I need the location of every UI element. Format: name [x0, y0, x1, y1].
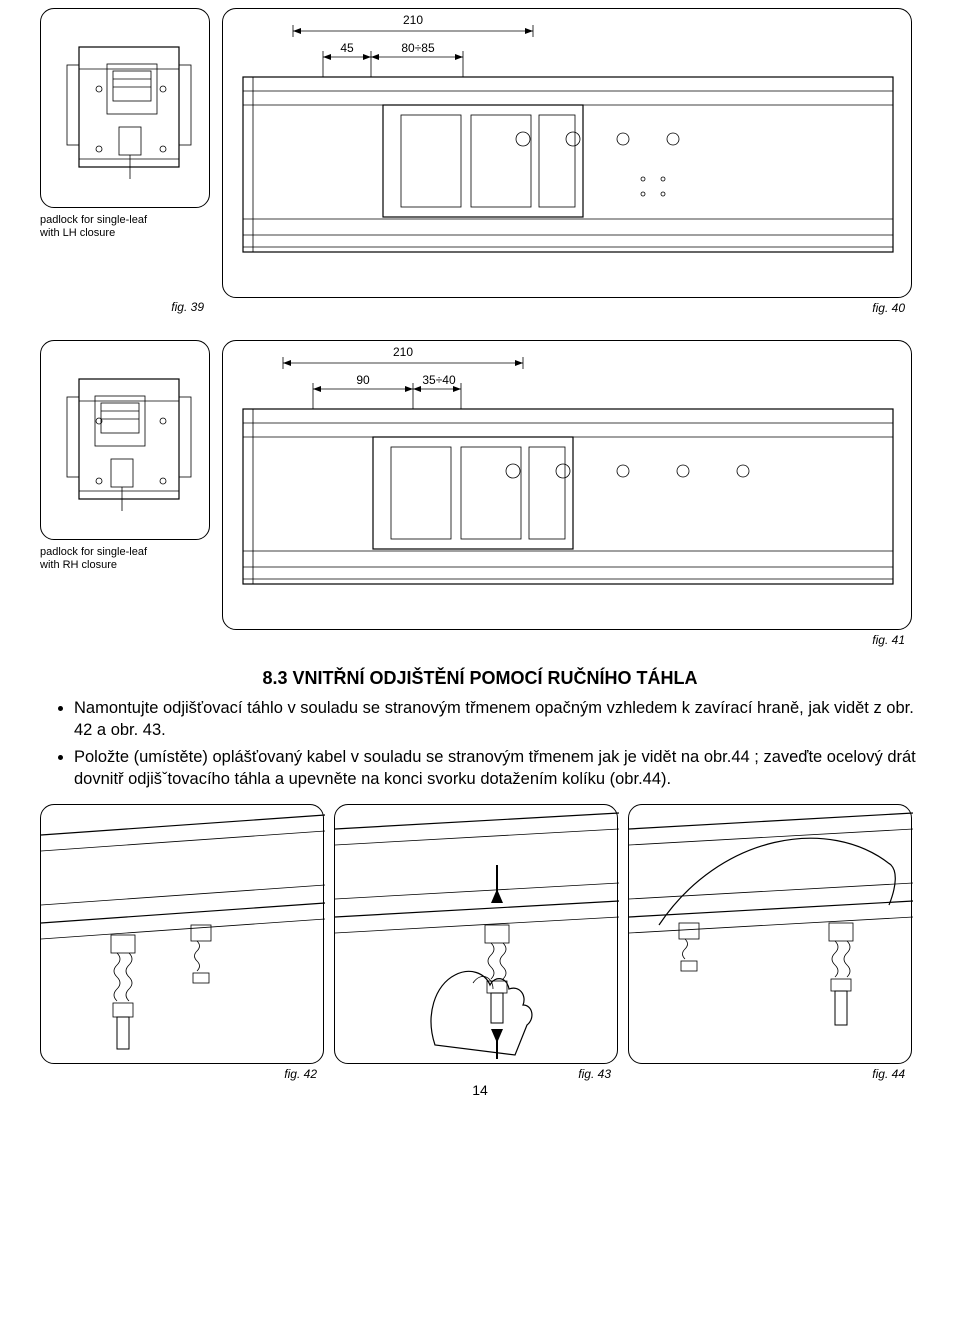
fig43-box: fig. 43 — [334, 804, 618, 1064]
fig39-top-diagram — [41, 9, 211, 209]
fig39-top-box — [40, 8, 210, 208]
fig43-label: fig. 43 — [578, 1067, 611, 1081]
fig40-dim-b: 80÷85 — [383, 41, 453, 55]
fig40-diagram — [223, 9, 913, 299]
fig39-bottom-diagram — [41, 341, 211, 541]
fig42-diagram — [41, 805, 325, 1065]
fig43-diagram — [335, 805, 619, 1065]
fig39-top-caption: padlock for single-leaf with LH closure — [40, 214, 210, 240]
fig39-bottom-box — [40, 340, 210, 540]
fig44-label: fig. 44 — [872, 1067, 905, 1081]
fig40-label: fig. 40 — [872, 301, 905, 315]
row-fig42-44: fig. 42 fig. 43 — [40, 804, 920, 1064]
page-number: 14 — [40, 1082, 920, 1098]
fig41-box: 210 90 35÷40 fig. 41 — [222, 340, 912, 630]
section-8-3: 8.3 VNITŘNÍ ODJIŠTĚNÍ POMOCÍ RUČNÍHO TÁH… — [40, 668, 920, 790]
row-fig39b-41: padlock for single-leaf with RH closure — [40, 340, 920, 630]
section-bullets: Namontujte odjišťovací táhlo v souladu s… — [74, 697, 920, 790]
fig44-box: fig. 44 — [628, 804, 912, 1064]
fig41-dim-a: 90 — [343, 373, 383, 387]
fig41-dim-total: 210 — [373, 345, 433, 359]
fig44-diagram — [629, 805, 913, 1065]
fig41-diagram — [223, 341, 913, 631]
fig40-dim-total: 210 — [383, 13, 443, 27]
fig41-label: fig. 41 — [872, 633, 905, 647]
fig42-label: fig. 42 — [284, 1067, 317, 1081]
fig40-box: 210 45 80÷85 fig. 40 — [222, 8, 912, 298]
fig39-bottom-caption: padlock for single-leaf with RH closure — [40, 546, 210, 572]
bullet-1: Namontujte odjišťovací táhlo v souladu s… — [74, 697, 920, 742]
fig40-dim-a: 45 — [329, 41, 365, 55]
bullet-2: Položte (umístěte) oplášťovaný kabel v s… — [74, 746, 920, 791]
section-title: 8.3 VNITŘNÍ ODJIŠTĚNÍ POMOCÍ RUČNÍHO TÁH… — [40, 668, 920, 689]
row-fig39-40: padlock for single-leaf with LH closure — [40, 8, 920, 298]
fig42-box: fig. 42 — [40, 804, 324, 1064]
fig41-dim-b: 35÷40 — [409, 373, 469, 387]
fig39-label: fig. 39 — [171, 300, 204, 314]
